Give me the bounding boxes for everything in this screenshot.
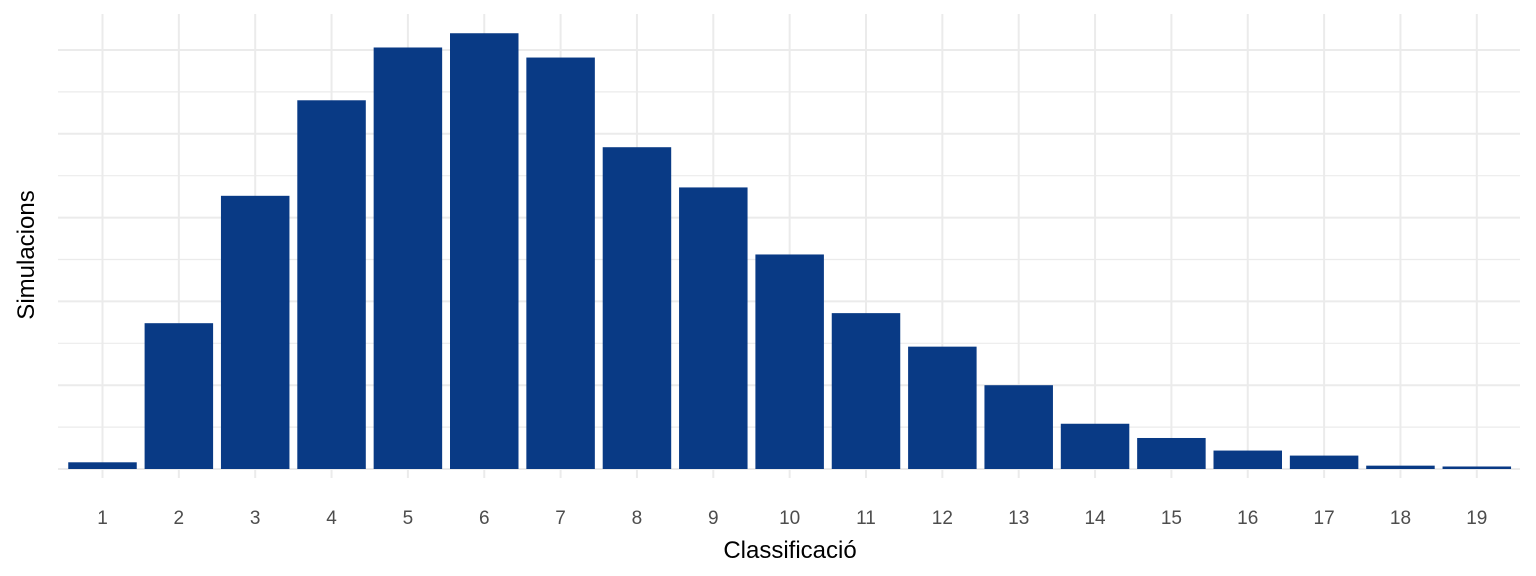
x-tick-label-7: 7 bbox=[555, 508, 566, 529]
bars bbox=[68, 33, 1512, 470]
bar-13 bbox=[984, 385, 1053, 469]
x-tick-label-5: 5 bbox=[403, 508, 414, 529]
bar-16 bbox=[1213, 450, 1282, 469]
x-tick-label-16: 16 bbox=[1237, 508, 1258, 529]
bar-3 bbox=[220, 195, 290, 469]
bar-17 bbox=[1289, 455, 1359, 469]
y-axis-title: Simulacions bbox=[13, 190, 40, 319]
x-tick-label-9: 9 bbox=[708, 508, 719, 529]
bar-5 bbox=[373, 47, 443, 470]
x-tick-label-14: 14 bbox=[1084, 508, 1106, 529]
bar-11 bbox=[831, 313, 901, 469]
bar-10 bbox=[755, 254, 824, 469]
x-tick-label-15: 15 bbox=[1161, 508, 1182, 529]
bar-1 bbox=[68, 462, 137, 469]
bar-15 bbox=[1137, 437, 1206, 469]
x-tick-label-17: 17 bbox=[1314, 508, 1335, 529]
bar-4 bbox=[297, 100, 366, 469]
bar-9 bbox=[679, 187, 748, 469]
x-tick-label-18: 18 bbox=[1390, 508, 1411, 529]
x-tick-label-3: 3 bbox=[250, 508, 261, 529]
x-tick-label-13: 13 bbox=[1008, 508, 1029, 529]
bar-2 bbox=[144, 323, 214, 469]
x-tick-label-4: 4 bbox=[326, 508, 337, 529]
bar-19 bbox=[1442, 466, 1512, 469]
x-tick-label-8: 8 bbox=[632, 508, 643, 529]
bar-12 bbox=[908, 346, 977, 469]
x-tick-label-2: 2 bbox=[174, 508, 185, 529]
bar-8 bbox=[602, 147, 672, 469]
x-tick-label-10: 10 bbox=[779, 508, 800, 529]
x-tick-labels: 1 2 3 4 5 6 7 8 9 10 11 12 13 14 15 16 17 18 19 bbox=[97, 508, 1487, 529]
bar-6 bbox=[450, 33, 519, 470]
bar-7 bbox=[526, 57, 595, 469]
x-tick-label-1: 1 bbox=[97, 508, 108, 529]
bar-18 bbox=[1366, 465, 1435, 469]
x-tick-label-11: 11 bbox=[856, 508, 876, 529]
x-tick-label-6: 6 bbox=[479, 508, 490, 529]
x-tick-label-19: 19 bbox=[1466, 508, 1487, 529]
bar-14 bbox=[1060, 423, 1130, 469]
x-tick-label-12: 12 bbox=[932, 508, 953, 529]
x-axis-title: Classificació bbox=[723, 537, 856, 564]
